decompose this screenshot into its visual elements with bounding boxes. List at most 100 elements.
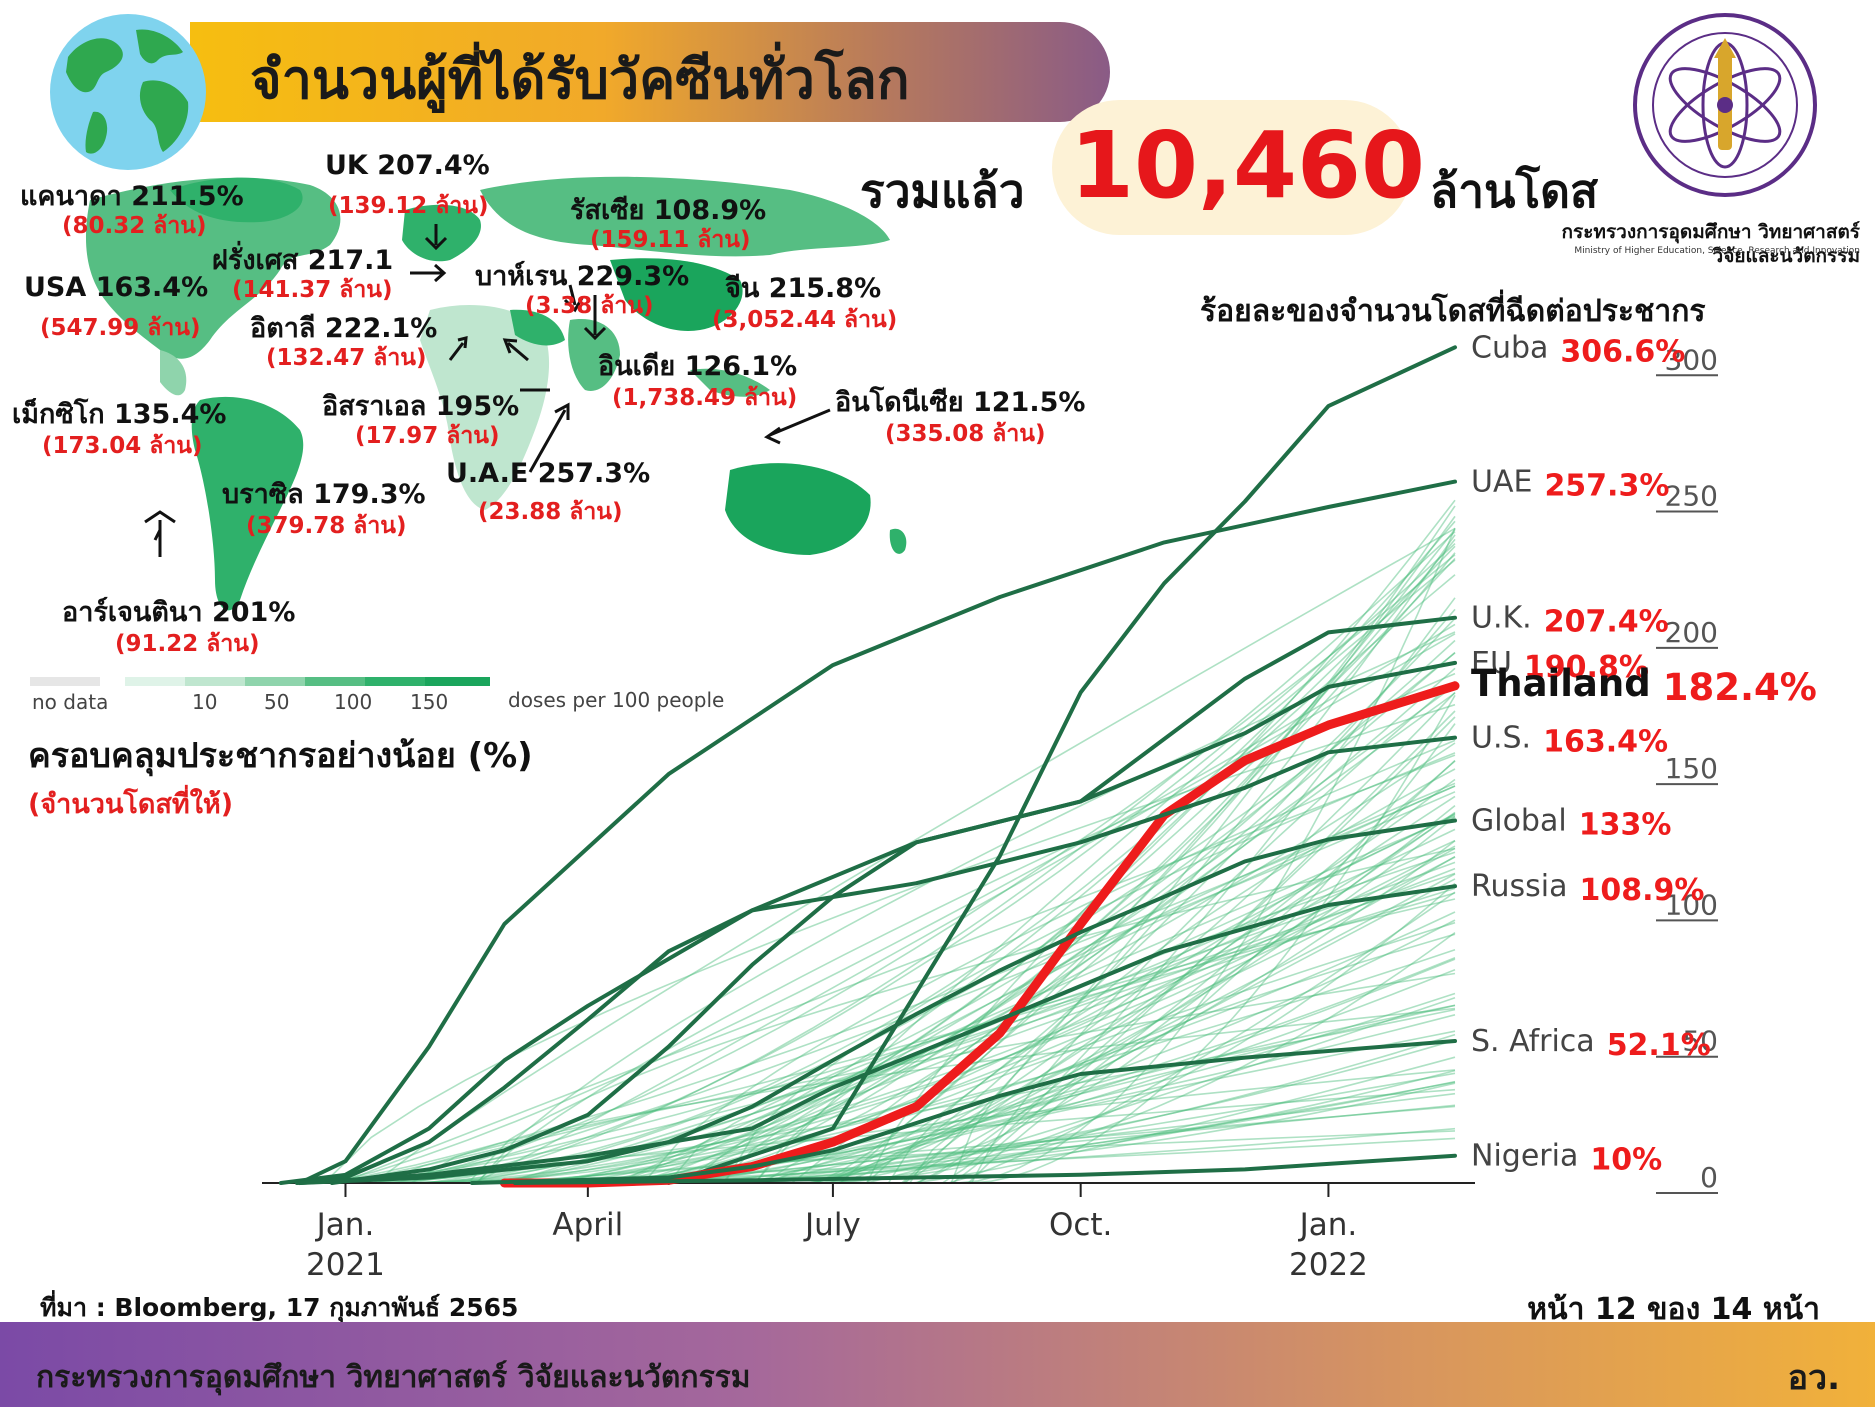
total-suffix: ล้านโดส	[1430, 164, 1599, 218]
coverage-subtitle: (จำนวนโดสที่ให้)	[28, 789, 234, 820]
y-tick-label: 150	[1665, 752, 1718, 785]
background-country-line	[355, 861, 1456, 1184]
background-country-line	[839, 651, 1456, 1184]
background-country-line	[909, 933, 1456, 1184]
country-doses-usa: (547.99 ล้าน)	[40, 315, 201, 341]
country-label-france: ฝรั่งเศส 217.1	[212, 238, 393, 281]
country-pct: 207.4%	[377, 150, 490, 181]
background-country-line	[916, 716, 1456, 1184]
x-tick-label: Jan.	[1298, 1207, 1358, 1243]
country-name: อิตาลี	[250, 313, 316, 344]
total-prefix: รวมแล้ว	[860, 164, 1025, 218]
background-country-line	[321, 785, 1456, 1184]
country-name: UK	[325, 150, 368, 181]
series-line-global	[297, 818, 1457, 1185]
background-country-line	[410, 1007, 1456, 1184]
background-country-line	[828, 873, 1456, 1184]
background-country-line	[815, 528, 1456, 1184]
country-pct: 217.1	[307, 245, 394, 276]
country-pct: 108.9%	[653, 195, 767, 226]
country-label-uae: U.A.E 257.3%	[446, 458, 650, 489]
background-country-line	[948, 891, 1456, 1184]
country-pct: 201%	[211, 597, 296, 628]
background-country-line	[612, 552, 1456, 1184]
background-country-line	[967, 811, 1456, 1184]
country-doses-china: (3,052.44 ล้าน)	[712, 307, 898, 333]
country-label-italy: อิตาลี 222.1%	[250, 306, 437, 349]
background-country-line	[667, 898, 1456, 1184]
country-name: บราซิล	[222, 479, 304, 510]
background-country-line	[616, 1069, 1456, 1184]
background-country-line	[680, 887, 1456, 1184]
series-name-label: UAE	[1471, 465, 1532, 500]
background-country-line	[327, 623, 1456, 1184]
country-name: อิสราเอล	[322, 391, 427, 422]
total-value: 10,460	[1070, 112, 1426, 219]
series-value-label: 306.6%	[1560, 334, 1685, 369]
country-name: จีน	[725, 273, 760, 304]
country-doses-bahrain: (3.38 ล้าน)	[525, 293, 654, 319]
chart-title: ร้อยละของจำนวนโดสที่ฉีดต่อประชากร	[1200, 294, 1706, 329]
series-name-label: Cuba	[1471, 330, 1548, 365]
country-name: อินเดีย	[598, 351, 676, 382]
country-pct: 195%	[435, 391, 520, 422]
background-country-line	[498, 617, 1456, 1184]
background-country-line	[809, 760, 1456, 1184]
country-pct: 257.3%	[537, 458, 651, 489]
series-line-u-s-	[295, 735, 1457, 1185]
country-doses-uk: (139.12 ล้าน)	[328, 193, 489, 219]
series-name-label: U.S.	[1471, 721, 1531, 756]
page-number: หน้า 12 ของ 14 หน้า	[1527, 1292, 1820, 1327]
y-tick-label: 250	[1665, 480, 1718, 513]
country-pct: 229.3%	[576, 261, 690, 292]
series-line-uae	[297, 479, 1457, 1185]
country-label-russia: รัสเซีย 108.9%	[570, 188, 766, 231]
legend-tick: 150	[410, 690, 449, 714]
background-country-line	[620, 557, 1456, 1184]
background-country-line	[644, 958, 1456, 1184]
y-tick-label: 200	[1665, 616, 1718, 649]
country-label-usa: USA 163.4%	[24, 272, 208, 303]
footer-abbrev: อว.	[1787, 1358, 1840, 1398]
total-pill	[1052, 100, 1412, 235]
background-country-line	[754, 782, 1456, 1184]
background-country-line	[887, 814, 1456, 1184]
country-label-india: อินเดีย 126.1%	[598, 344, 797, 387]
background-country-line	[808, 804, 1456, 1184]
country-label-brazil: บราซิล 179.3%	[222, 472, 426, 515]
background-country-line	[481, 1105, 1456, 1184]
background-country-line	[811, 691, 1456, 1184]
background-country-line	[502, 872, 1456, 1184]
country-name: แคนาดา	[20, 181, 122, 212]
series-line-nigeria	[513, 1153, 1457, 1185]
x-tick-label: Jan.	[315, 1207, 375, 1243]
series-line-russia	[297, 884, 1457, 1185]
page-title: จำนวนผู้ที่ได้รับวัคซีนทั่วโลก	[250, 48, 910, 111]
background-country-line	[904, 878, 1456, 1184]
country-doses-brazil: (379.78 ล้าน)	[246, 513, 407, 539]
country-name: อินโดนีเซีย	[835, 387, 964, 418]
background-country-line	[400, 543, 1456, 1184]
country-name: บาห์เรน	[475, 261, 568, 292]
x-tick-label: 2021	[306, 1247, 385, 1283]
country-doses-argentina: (91.22 ล้าน)	[115, 631, 260, 657]
background-country-line	[970, 680, 1456, 1184]
series-value-label: 52.1%	[1607, 1028, 1711, 1063]
series-name-label: S. Africa	[1471, 1024, 1595, 1059]
background-country-line	[400, 812, 1456, 1184]
country-doses-italy: (132.47 ล้าน)	[266, 345, 427, 371]
background-country-line	[791, 692, 1456, 1184]
country-pct: 126.1%	[684, 351, 798, 382]
legend-no-data: no data	[32, 690, 109, 714]
country-name: รัสเซีย	[570, 195, 645, 226]
country-label-israel: อิสราเอล 195%	[322, 384, 519, 427]
country-label-indonesia: อินโดนีเซีย 121.5%	[835, 380, 1085, 423]
title-banner	[190, 22, 1110, 122]
country-doses-mexico: (173.04 ล้าน)	[42, 433, 203, 459]
background-country-line	[866, 997, 1456, 1184]
background-country-line	[402, 847, 1456, 1184]
background-country-line	[541, 742, 1456, 1184]
background-country-line	[731, 1072, 1456, 1184]
background-country-line	[648, 538, 1456, 1184]
